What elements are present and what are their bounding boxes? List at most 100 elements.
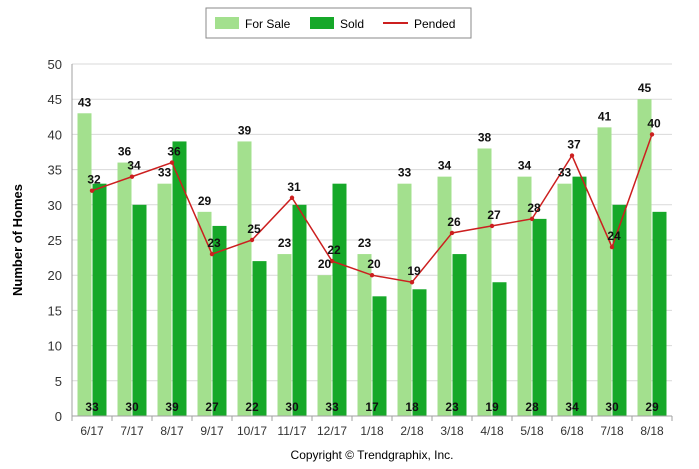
bar-for-sale: [197, 211, 212, 416]
bar-sold: [612, 204, 627, 416]
pended-point: [289, 195, 295, 200]
y-tick-label: 30: [48, 198, 62, 213]
bar-for-sale: [117, 162, 132, 416]
x-tick-label: 7/17: [120, 424, 144, 438]
y-tick-label: 0: [55, 409, 62, 424]
bar-sold: [532, 218, 547, 416]
bar-for-sale: [557, 183, 572, 416]
bar-for-sale: [277, 254, 292, 416]
data-label-pended: 23: [207, 236, 221, 250]
pended-point: [169, 160, 175, 165]
data-label-sold: 39: [165, 400, 179, 414]
data-label-for-sale: 20: [318, 257, 332, 271]
legend-label-pended: Pended: [414, 17, 455, 31]
legend-swatch-sold: [310, 17, 334, 29]
pended-point: [569, 153, 575, 158]
x-tick-label: 2/18: [400, 424, 424, 438]
data-label-for-sale: 38: [478, 130, 492, 144]
data-label-for-sale: 34: [518, 159, 532, 173]
data-label-for-sale: 41: [598, 109, 612, 123]
bar-sold: [372, 296, 387, 416]
data-label-sold: 29: [645, 400, 659, 414]
bar-for-sale: [437, 176, 452, 416]
data-label-sold: 23: [445, 400, 459, 414]
bar-for-sale: [237, 141, 252, 416]
y-tick-label: 5: [55, 374, 62, 389]
y-axis-title: Number of Homes: [10, 184, 25, 296]
x-tick-label: 3/18: [440, 424, 464, 438]
y-tick-label: 50: [48, 57, 62, 72]
data-label-pended: 37: [567, 138, 581, 152]
bar-sold: [572, 176, 587, 416]
pended-point: [489, 223, 495, 229]
x-tick-label: 8/17: [160, 424, 184, 438]
pended-point: [449, 230, 455, 236]
y-tick-label: 15: [48, 303, 62, 318]
x-tick-label: 5/18: [520, 424, 544, 438]
data-label-pended: 25: [247, 222, 261, 236]
legend-swatch-for-sale: [215, 17, 239, 29]
x-tick-label: 9/17: [200, 424, 224, 438]
bar-for-sale: [517, 176, 532, 416]
y-tick-label: 10: [48, 339, 62, 354]
pended-point: [529, 216, 535, 222]
data-label-for-sale: 43: [78, 95, 92, 109]
data-label-sold: 18: [405, 400, 419, 414]
bar-sold: [332, 183, 347, 416]
pended-point: [329, 258, 335, 264]
bar-sold: [252, 261, 267, 416]
bar-sold: [292, 204, 307, 416]
x-tick-label: 1/18: [360, 424, 384, 438]
x-tick-label: 7/18: [600, 424, 624, 438]
data-label-pended: 40: [647, 116, 661, 130]
bar-for-sale: [157, 183, 172, 416]
legend-label-for-sale: For Sale: [245, 17, 291, 31]
data-label-pended: 31: [287, 180, 301, 194]
y-tick-label: 40: [48, 127, 62, 142]
bar-sold: [452, 254, 467, 416]
y-tick-label: 35: [48, 163, 62, 178]
data-label-for-sale: 33: [398, 166, 412, 180]
data-label-pended: 22: [327, 243, 341, 257]
pended-point: [609, 244, 615, 250]
data-label-sold: 34: [565, 400, 579, 414]
pended-line: [89, 132, 655, 285]
x-tick-label: 8/18: [640, 424, 664, 438]
data-label-for-sale: 36: [118, 145, 132, 159]
bar-for-sale: [477, 148, 492, 417]
y-tick-label: 20: [48, 268, 62, 283]
data-label-sold: 17: [365, 400, 379, 414]
legend-box: [205, 7, 472, 39]
legend-label-sold: Sold: [340, 17, 364, 31]
data-label-pended: 36: [167, 145, 181, 159]
x-axis-ticks: 6/17 7/17 8/17 9/17 10/17 11/17 12/17 1/18 2/18 3…: [71, 416, 673, 438]
pended-point: [409, 280, 415, 285]
data-label-sold: 30: [125, 400, 139, 414]
x-tick-label: 11/17: [277, 424, 306, 438]
x-tick-label: 4/18: [480, 424, 504, 438]
legend: For Sale Sold Pended: [205, 7, 472, 39]
y-axis-ticks: 0 5 10 15 20 25 30 35 40 45 50: [48, 57, 62, 424]
pended-point: [129, 174, 135, 179]
pended-point: [369, 273, 375, 278]
data-label-pended: 34: [127, 159, 141, 173]
copyright-text: Copyright © Trendgraphix, Inc.: [291, 448, 454, 462]
bar-sold: [652, 211, 667, 416]
bar-sold: [172, 141, 187, 416]
pended-point: [249, 237, 255, 243]
bar-sold: [412, 289, 427, 416]
bar-sold: [92, 183, 107, 416]
data-label-for-sale: 34: [438, 159, 452, 173]
bar-sold: [132, 204, 147, 416]
x-tick-label: 6/18: [560, 424, 584, 438]
data-label-pended: 24: [607, 229, 621, 243]
data-label-sold: 19: [485, 400, 499, 414]
data-label-for-sale: 39: [238, 123, 252, 137]
y-tick-label: 45: [48, 92, 62, 107]
data-label-for-sale: 33: [158, 166, 172, 180]
data-label-pended: 32: [87, 173, 101, 187]
data-label-pended: 28: [527, 201, 541, 215]
data-label-for-sale: 33: [558, 166, 572, 180]
